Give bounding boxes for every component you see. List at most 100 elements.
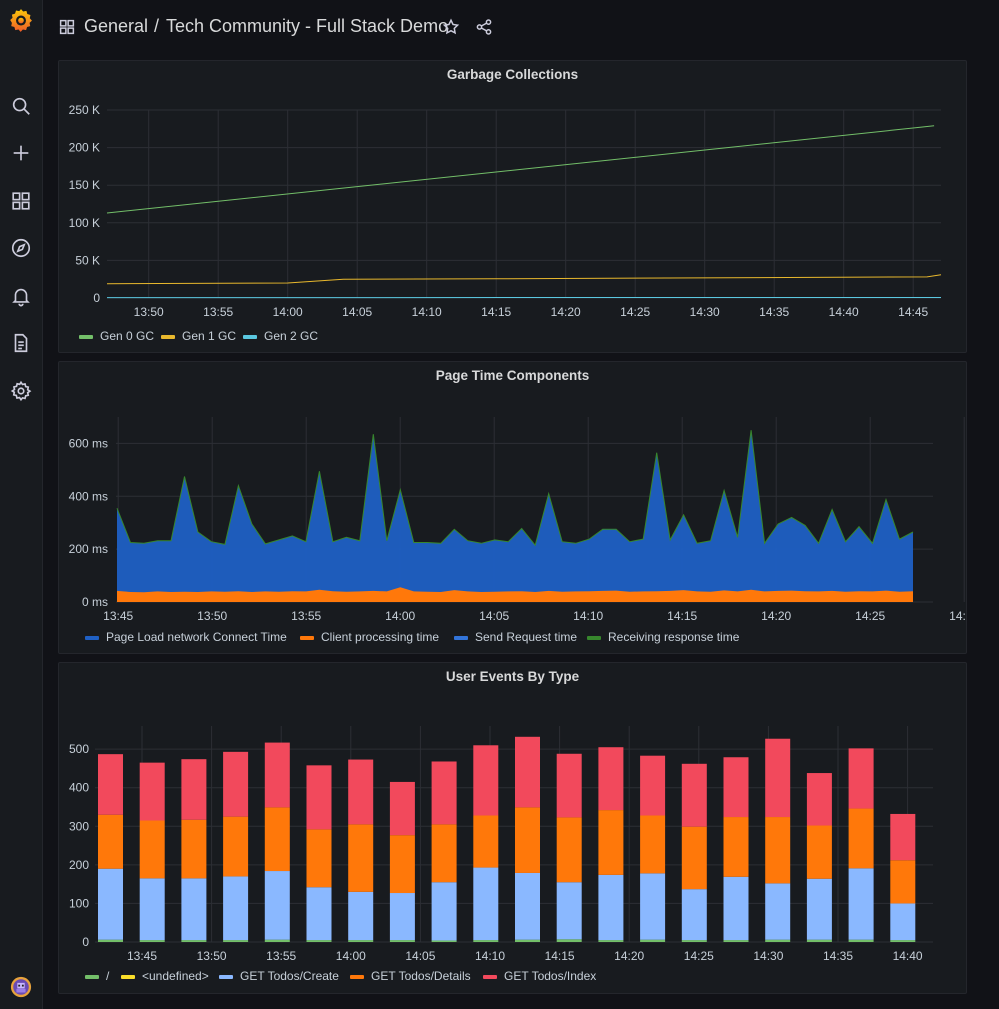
gear-icon[interactable]	[7, 377, 35, 405]
star-icon[interactable]	[442, 18, 460, 41]
panel-title[interactable]: Page Time Components	[435, 368, 590, 383]
x-tick-label: 14:30	[690, 305, 720, 319]
y-tick-label: 50 K	[75, 253, 100, 267]
x-tick-label: 14:20	[761, 609, 791, 623]
legend-swatch	[587, 636, 601, 640]
breadcrumb-separator: /	[154, 16, 160, 36]
legend-swatch	[121, 975, 135, 979]
legend-label: Page Load network Connect Time	[106, 630, 287, 644]
y-tick-label: 200	[69, 858, 89, 872]
bar-segment	[848, 939, 874, 942]
bar-segment	[264, 742, 290, 808]
y-tick-label: 0 ms	[82, 595, 108, 609]
x-tick-label: 14:10	[412, 305, 442, 319]
bar-segment	[139, 878, 165, 941]
legend-swatch	[483, 975, 497, 979]
x-tick-label: 14:10	[475, 949, 505, 963]
bar-segment	[515, 939, 540, 942]
bar-segment	[389, 781, 415, 836]
y-tick-label: 150 K	[69, 178, 100, 192]
bar-segment	[389, 940, 415, 942]
top-bar: General / Tech Community - Full Stack De…	[42, 0, 999, 56]
bar-segment	[431, 824, 457, 883]
bar-segment	[598, 810, 624, 875]
share-icon[interactable]	[475, 18, 493, 41]
legend-swatch	[85, 636, 99, 640]
plus-icon[interactable]	[7, 139, 35, 167]
legend-label: <undefined>	[142, 969, 209, 983]
bar-segment	[598, 747, 624, 811]
compass-icon[interactable]	[7, 234, 35, 262]
bar-segment	[890, 903, 916, 941]
bar-segment	[264, 807, 290, 872]
bar-segment	[431, 882, 457, 941]
legend-label: Gen 1 GC	[182, 329, 236, 343]
bar-segment	[473, 940, 499, 942]
bar-segment	[139, 820, 165, 879]
bar-segment	[723, 757, 749, 818]
document-icon[interactable]	[7, 329, 35, 357]
bar-segment	[848, 748, 874, 809]
x-tick-label: 14:20	[551, 305, 581, 319]
bar-segment	[348, 759, 374, 825]
x-tick-label: 14:35	[823, 949, 853, 963]
x-tick-label: 14:25	[620, 305, 650, 319]
panel-page-time-components: Page Time Components 0 ms 200 ms 400 ms 600…	[58, 361, 967, 654]
y-tick-label: 600 ms	[69, 436, 108, 450]
y-tick-label: 0	[82, 935, 89, 949]
bar-segment	[389, 893, 415, 941]
legend-label: GET Todos/Details	[371, 969, 471, 983]
bar-segment	[681, 889, 707, 941]
series-line	[106, 274, 942, 285]
bell-icon[interactable]	[7, 282, 35, 310]
bar-segment	[431, 761, 457, 825]
legend-swatch	[300, 636, 314, 640]
panel-title[interactable]: Garbage Collections	[446, 67, 579, 82]
x-tick-label: 14:30	[949, 609, 966, 623]
x-tick-label: 14:00	[336, 949, 366, 963]
user-avatar-icon[interactable]	[7, 973, 35, 1001]
y-tick-label: 200 ms	[69, 542, 108, 556]
bar-segment	[264, 871, 290, 940]
bar-segment	[556, 753, 582, 818]
breadcrumb-folder[interactable]: General	[84, 16, 149, 36]
bar-segment	[348, 891, 374, 941]
page-title[interactable]: Tech Community - Full Stack Demo	[166, 16, 449, 36]
x-tick-label: 13:45	[103, 609, 133, 623]
legend-swatch	[350, 975, 364, 979]
x-tick-label: 14:05	[342, 305, 372, 319]
dashboards-icon[interactable]	[7, 187, 35, 215]
x-tick-label: 13:50	[197, 949, 227, 963]
bar-segment	[723, 817, 749, 877]
panel-title[interactable]: User Events By Type	[445, 669, 580, 684]
garbage-collections-chart: 0 50 K 100 K 150 K 200 K 250 K 13:50 13:55 14:00…	[69, 103, 942, 343]
bar-segment	[806, 878, 832, 940]
y-tick-label: 500	[69, 742, 89, 756]
bar-segment	[890, 940, 916, 942]
legend-swatch	[161, 335, 175, 339]
panel-garbage-collections: Garbage Collections 0 50 K 100 K 150 K 200 K…	[58, 60, 967, 353]
bar-segment	[765, 738, 791, 818]
y-tick-label: 400 ms	[69, 489, 108, 503]
bar-segment	[223, 940, 249, 942]
x-tick-label: 14:20	[614, 949, 644, 963]
bar-segment	[681, 826, 707, 890]
bar-segment	[348, 940, 374, 942]
bar-segment	[556, 817, 582, 883]
sidebar	[0, 0, 43, 1009]
page-time-components-chart: 0 ms 200 ms 400 ms 600 ms 13:45 13:50 13:55 14:…	[69, 417, 966, 644]
legend-swatch	[79, 335, 93, 339]
bar-segment	[98, 814, 123, 869]
grafana-logo-icon[interactable]	[6, 5, 36, 35]
dashboards-grid-icon[interactable]	[58, 18, 76, 41]
bar-segment	[806, 939, 832, 942]
x-tick-label: 13:55	[266, 949, 296, 963]
x-tick-label: 14:00	[385, 609, 415, 623]
line-receiving-response	[116, 430, 914, 547]
search-icon[interactable]	[7, 92, 35, 120]
x-tick-label: 13:45	[127, 949, 157, 963]
x-tick-label: 14:35	[759, 305, 789, 319]
bar-segment	[556, 882, 582, 940]
legend-label: Gen 0 GC	[100, 329, 154, 343]
legend-label: /	[106, 969, 110, 983]
